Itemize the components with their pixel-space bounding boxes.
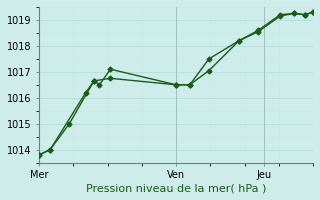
- X-axis label: Pression niveau de la mer( hPa ): Pression niveau de la mer( hPa ): [86, 183, 266, 193]
